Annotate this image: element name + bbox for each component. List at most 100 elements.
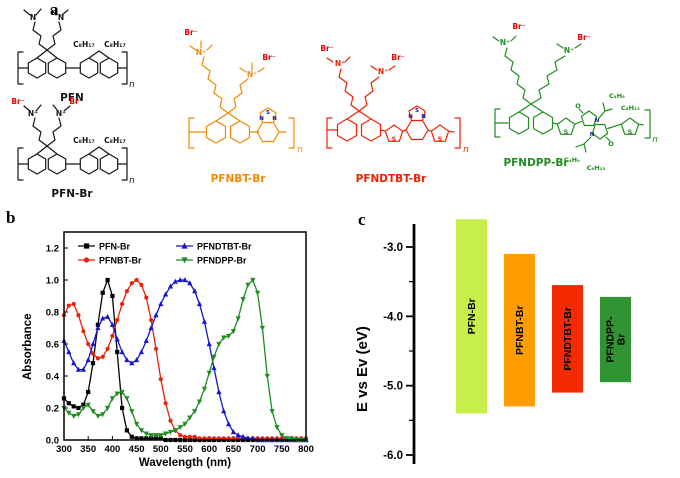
marker-triangle-down [182,421,188,427]
marker-square [71,404,76,409]
marker-square [149,436,154,441]
energy-level-chart: -3.0 -4.0 -5.0 -6.0 PFN-Br PFNBT-Br PFNDTBT-Br… [383,219,631,464]
marker-triangle-up [192,288,198,294]
y-axis-label: Absorbance [22,313,34,380]
octyl-label: C₈H₁₇ [73,136,95,145]
marker-circle [144,295,149,300]
marker-triangle-down [95,413,101,419]
marker-circle [90,351,96,356]
marker-square [90,361,96,366]
marker-square [144,436,149,441]
pfndtbt-br-structure: N⁺ Br⁻ N⁺ Br⁻ S N S N S n PFNDTBT-Br [320,44,469,185]
methyl-bond [52,104,59,112]
y-tick-label: -5.0 [383,381,403,393]
polymer-bracket-right [454,117,461,149]
nitrogen-label: N [590,132,595,138]
panel-a-label: a [50,0,59,19]
marker-triangle-down [153,433,159,439]
marker-triangle-up [196,301,203,307]
thiophene-ring [430,124,450,142]
x-tick-label: 350 [80,444,96,455]
polymer-bracket-right [121,147,128,181]
panel-c-label: c [358,210,366,229]
marker-square [81,402,86,407]
marker-triangle-up [240,433,246,439]
marker-triangle-down [230,329,236,335]
x-tick-label: 600 [201,444,217,455]
marker-circle [83,257,90,263]
ammonium-side-chain [32,117,48,147]
cyclopentane-bridge [518,103,544,113]
ethyl-bond [344,56,351,63]
marker-triangle-up [80,366,86,372]
marker-circle [86,341,91,347]
marker-triangle-down [163,431,169,437]
series-line-PFN-Br [63,277,306,441]
marker-triangle-down [105,405,111,411]
marker-triangle-down [274,425,280,431]
benzene-ring [508,111,530,135]
absorbance-chart: 300 350 400 450 500 550 600 650 700 750 800 0.0 0.2 0… [46,231,314,455]
benzene-ring [47,57,67,79]
benzene-ring [532,111,554,135]
ethyl-bond [574,43,582,49]
pfn-br-structure: N⁺ N⁺ Br⁻ Br⁻ C₈H₁₇ C₈H₁₇ n PFN-Br [11,97,135,200]
structure-name-pfn: PFN [60,92,84,104]
benzene-ring [99,57,119,79]
hexyl-label: C₆H₁₃ [587,164,606,172]
bromide-label: Br⁻ [391,53,404,62]
marker-square [76,405,81,411]
methyl-bond [35,8,42,16]
marker-triangle-down [259,325,265,331]
pfn-structure: N N C₈H₁₇ C₈H₁₇ n PFN [17,8,135,104]
marker-triangle-up [158,301,164,307]
marker-triangle-up [129,360,135,366]
dpp-lactam-ring [580,110,598,127]
octyl-label: C₈H₁₇ [104,40,126,49]
repeat-unit-n: n [652,135,658,145]
marker-triangle-up [124,357,130,363]
methyl-bond [35,104,42,112]
x-tick-label: 700 [250,444,266,455]
legend-label: PFN-Br [99,242,130,252]
cyclopentane-bridge [36,49,58,59]
ethyl-bond [326,57,334,63]
ammonium-label: N⁺ [196,48,206,57]
bond [551,122,559,125]
thiadiazole-cap [408,105,426,122]
marker-triangle-down [85,402,91,408]
benzothiadiazole-ring [256,121,280,143]
pfn-pfnbr-structures: N N C₈H₁₇ C₈H₁₇ n PFN N⁺ N⁺ [11,8,135,200]
marker-square [100,290,105,295]
ammonium-side-chain [530,55,566,105]
benzene-ring [79,57,99,79]
marker-triangle-up [100,315,106,321]
butyl-label: C₄H₉ [564,156,580,164]
thiophene-ring [556,117,576,135]
pfnbt-br-structure: N⁺ Br⁻ N⁺ Br⁻ N S N n PFNBT-Br [184,28,303,185]
marker-square [115,349,120,355]
marker-triangle-down [129,409,135,415]
bond [401,129,407,132]
bromide-label: Br⁻ [320,44,333,53]
polymer-bracket-right [644,109,651,139]
x-tick-label: 650 [225,444,241,455]
marker-triangle-down [206,370,212,376]
benzene-ring [336,118,358,142]
marker-square [139,436,144,441]
y-tick-label: 1.0 [46,276,59,287]
marker-triangle-down [216,341,222,347]
marker-triangle-up [134,357,140,363]
marker-triangle-up [216,389,222,395]
marker-triangle-down [201,386,207,392]
marker-triangle-down [211,354,217,360]
marker-triangle-down [167,429,174,435]
sulfur-label: S [438,135,443,143]
marker-triangle-up [95,325,101,331]
marker-triangle-down [250,277,256,283]
marker-square [105,277,110,283]
y-tick-label: 0.4 [46,372,60,383]
amine-side-chain [46,21,62,51]
bromide-label: Br⁻ [262,53,275,62]
energy-axis-label: E vs Ev (eV) [354,326,371,412]
